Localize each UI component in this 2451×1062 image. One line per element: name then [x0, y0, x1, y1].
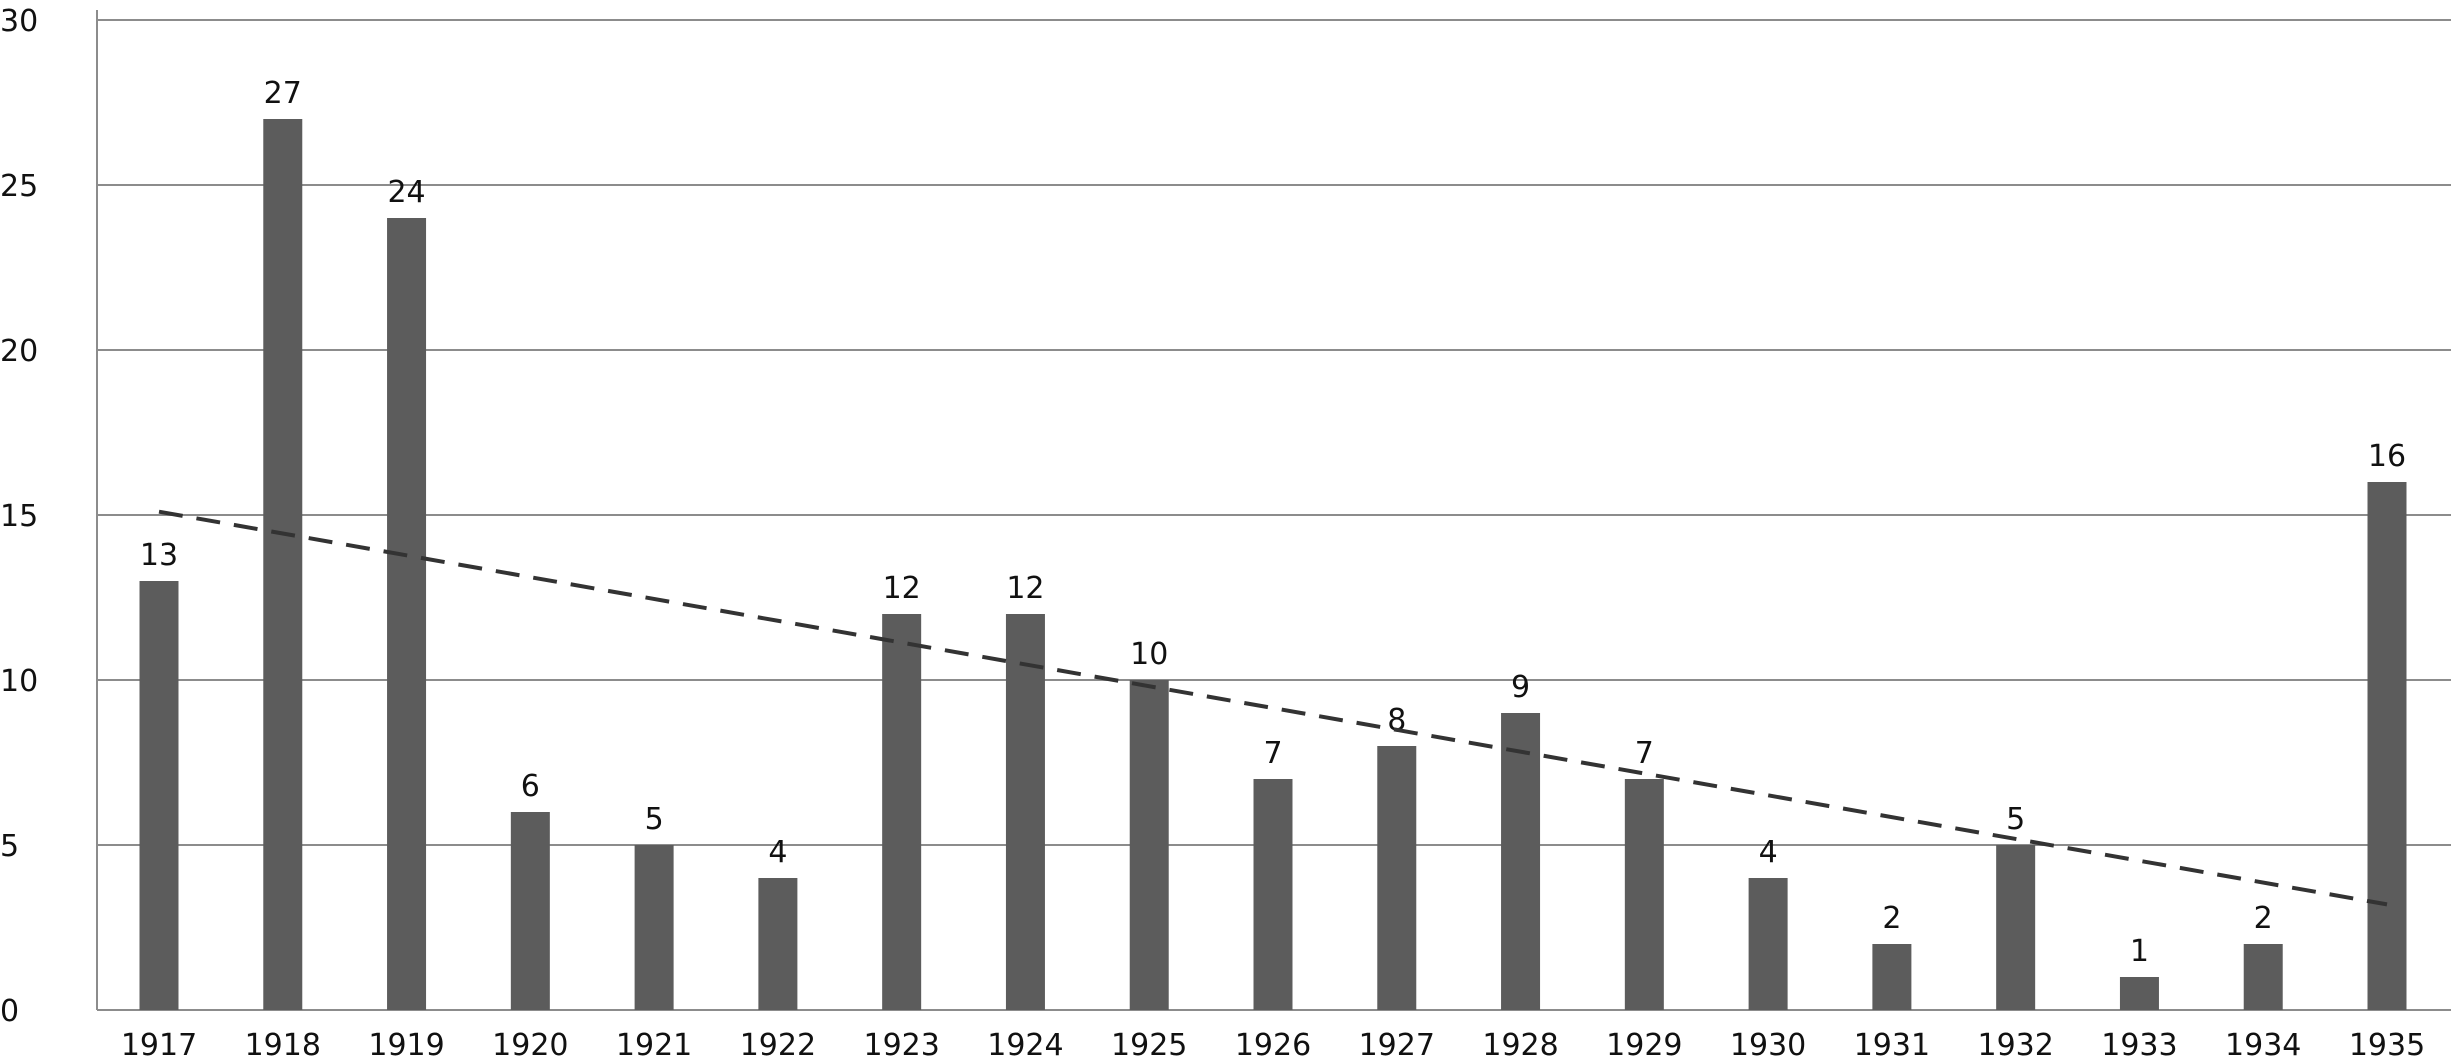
- x-tick-label: 1933: [2101, 1028, 2177, 1062]
- y-axis-ticks: 0 5 10 15 20 25 30: [0, 4, 38, 1029]
- bar-1934: [2243, 944, 2283, 1010]
- data-label: 2: [2254, 901, 2273, 936]
- bar-1921: [634, 845, 674, 1010]
- x-tick-label: 1928: [1482, 1028, 1558, 1062]
- x-tick-label: 1919: [368, 1028, 444, 1062]
- y-tick-label: 20: [0, 334, 38, 369]
- bar-1924: [1005, 614, 1045, 1010]
- x-tick-label: 1922: [740, 1028, 816, 1062]
- bar-1920: [510, 812, 550, 1010]
- bar-1935: [2367, 482, 2407, 1010]
- bar-1932: [1996, 845, 2036, 1010]
- data-label: 7: [1263, 736, 1282, 771]
- data-label: 6: [521, 769, 540, 804]
- x-tick-label: 1921: [616, 1028, 692, 1062]
- x-tick-label: 1918: [245, 1028, 321, 1062]
- y-tick-label: 10: [0, 664, 38, 699]
- bar-1926: [1253, 779, 1293, 1010]
- data-label: 5: [2006, 802, 2025, 837]
- x-axis-ticks: 1917 1918 1919 1920 1921 1922 1923 1924 1925 1926…: [121, 1028, 2425, 1062]
- y-tick-label: 15: [0, 499, 38, 534]
- x-tick-label: 1930: [1730, 1028, 1806, 1062]
- data-label: 24: [387, 175, 425, 210]
- bar-1918: [263, 119, 303, 1010]
- bar-1930: [1748, 878, 1788, 1010]
- bar-1929: [1624, 779, 1664, 1010]
- bar-1931: [1872, 944, 1912, 1010]
- trendline: [158, 509, 2388, 907]
- x-tick-label: 1924: [987, 1028, 1063, 1062]
- x-tick-label: 1925: [1111, 1028, 1187, 1062]
- data-label: 9: [1511, 670, 1530, 705]
- y-tick-label: 30: [0, 4, 38, 39]
- y-tick-label: 5: [0, 829, 19, 864]
- x-tick-label: 1920: [492, 1028, 568, 1062]
- bar-1928: [1501, 713, 1541, 1010]
- data-label: 12: [883, 571, 921, 606]
- x-tick-label: 1923: [863, 1028, 939, 1062]
- data-label: 10: [1130, 637, 1168, 672]
- data-label: 27: [264, 76, 302, 111]
- x-tick-label: 1934: [2225, 1028, 2301, 1062]
- data-label: 4: [768, 835, 787, 870]
- data-label: 7: [1635, 736, 1654, 771]
- data-label: 16: [2368, 439, 2406, 474]
- bar-1933: [2119, 977, 2159, 1010]
- x-tick-label: 1927: [1359, 1028, 1435, 1062]
- bar-1922: [758, 878, 798, 1010]
- x-tick-label: 1931: [1854, 1028, 1930, 1062]
- data-label: 13: [140, 538, 178, 573]
- y-tick-label: 0: [0, 994, 19, 1029]
- x-tick-label: 1932: [1977, 1028, 2053, 1062]
- x-tick-label: 1917: [121, 1028, 197, 1062]
- bars: [139, 119, 2407, 1010]
- data-label: 4: [1759, 835, 1778, 870]
- data-label: 2: [1882, 901, 1901, 936]
- data-label: 1: [2130, 934, 2149, 969]
- bar-1917: [139, 581, 179, 1010]
- x-tick-label: 1926: [1235, 1028, 1311, 1062]
- bar-1927: [1377, 746, 1417, 1010]
- x-tick-label: 1935: [2349, 1028, 2425, 1062]
- bar-1923: [882, 614, 922, 1010]
- trendline-group: [158, 509, 2388, 907]
- x-tick-label: 1929: [1606, 1028, 1682, 1062]
- bar-1925: [1129, 680, 1169, 1010]
- data-label: 5: [645, 802, 664, 837]
- data-label: 12: [1006, 571, 1044, 606]
- y-tick-label: 25: [0, 169, 38, 204]
- bar-1919: [387, 218, 427, 1010]
